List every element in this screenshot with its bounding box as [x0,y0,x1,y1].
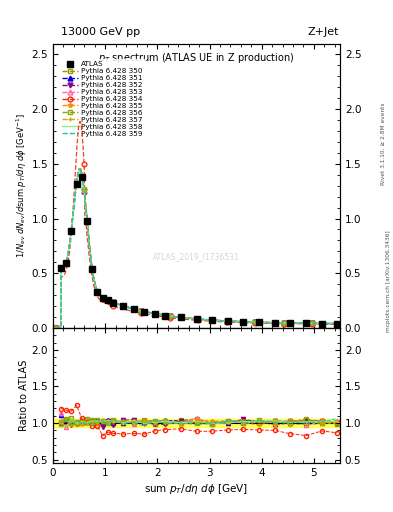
ATLAS [59,265,63,271]
ATLAS [111,300,116,306]
ATLAS [79,174,84,180]
Text: Rivet 3.1.10, ≥ 2.8M events: Rivet 3.1.10, ≥ 2.8M events [381,102,386,185]
ATLAS [304,321,309,327]
Legend: ATLAS, Pythia 6.428 350, Pythia 6.428 351, Pythia 6.428 352, Pythia 6.428 353, P: ATLAS, Pythia 6.428 350, Pythia 6.428 35… [59,58,145,140]
ATLAS [320,321,324,327]
ATLAS [210,317,215,323]
ATLAS [163,313,167,319]
ATLAS [69,228,73,234]
Text: Z+Jet: Z+Jet [307,27,339,37]
ATLAS [226,318,230,325]
Y-axis label: Ratio to ATLAS: Ratio to ATLAS [19,360,29,431]
Text: $p_T$ spectrum (ATLAS UE in Z production): $p_T$ spectrum (ATLAS UE in Z production… [98,51,295,65]
ATLAS [178,314,183,321]
Y-axis label: $1/N_{ev}$ $dN_{ev}/d$sum $p_T/d\eta$ $d\phi$ [GeV$^{-1}$]: $1/N_{ev}$ $dN_{ev}/d$sum $p_T/d\eta$ $d… [15,113,29,258]
ATLAS [64,260,68,266]
ATLAS [132,306,136,312]
ATLAS [95,289,100,295]
ATLAS [84,218,89,224]
ATLAS [100,294,105,301]
Text: mcplots.cern.ch [arXiv:1306.3436]: mcplots.cern.ch [arXiv:1306.3436] [386,231,391,332]
ATLAS [105,297,110,304]
ATLAS [121,303,126,309]
ATLAS [152,311,157,317]
ATLAS [142,309,147,315]
ATLAS [90,266,95,272]
ATLAS [272,320,277,326]
Text: ATLAS_2019_I1736531: ATLAS_2019_I1736531 [153,252,240,261]
ATLAS [194,316,199,322]
ATLAS [257,319,261,326]
ATLAS [241,318,246,325]
ATLAS [288,320,293,326]
Text: 13000 GeV pp: 13000 GeV pp [61,27,140,37]
ATLAS [74,181,79,187]
Line: ATLAS: ATLAS [58,175,340,327]
X-axis label: sum $p_T/d\eta$ $d\phi$ [GeV]: sum $p_T/d\eta$ $d\phi$ [GeV] [144,482,249,497]
ATLAS [335,321,340,327]
